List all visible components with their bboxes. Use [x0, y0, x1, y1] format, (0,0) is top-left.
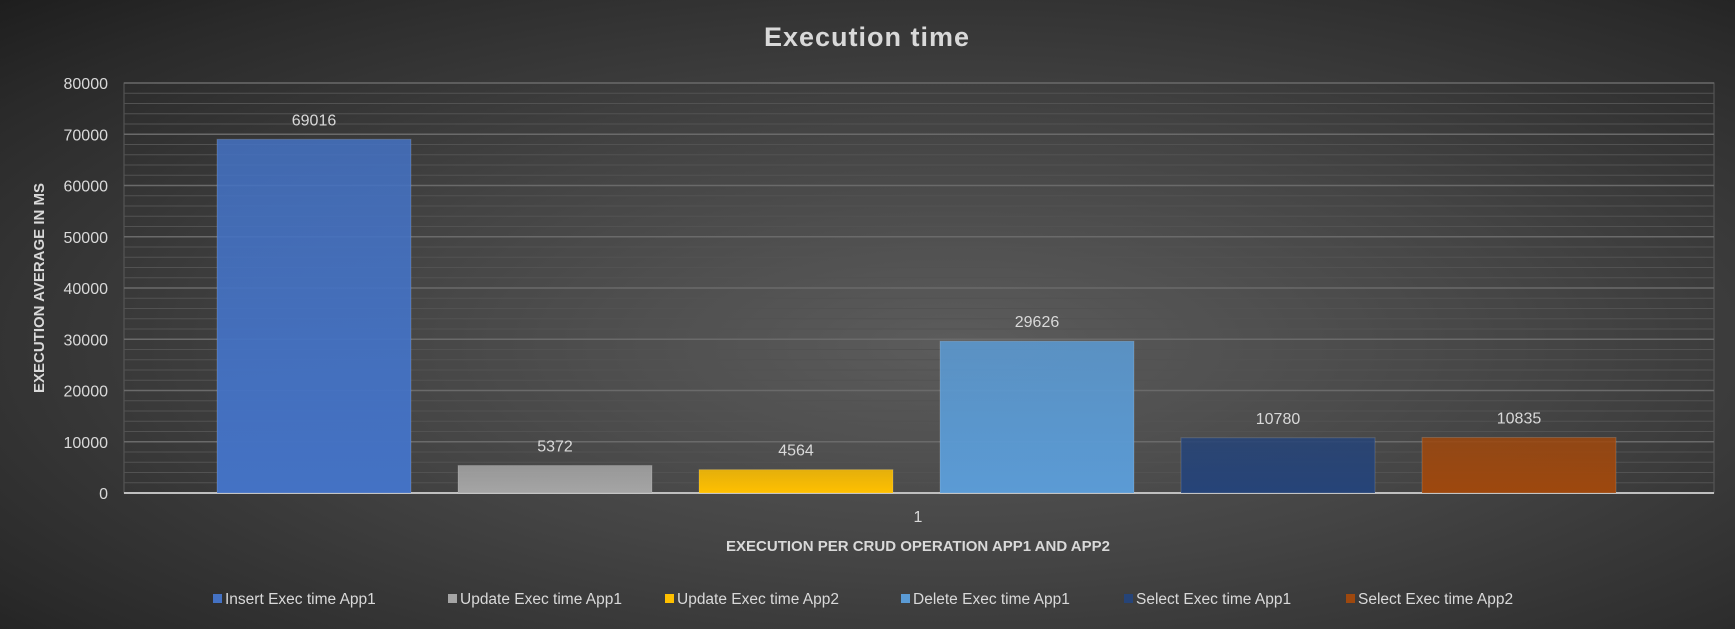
bar [1421, 436, 1617, 494]
y-tick-label: 60000 [64, 179, 109, 196]
y-tick-label: 80000 [64, 76, 109, 93]
y-tick-label: 0 [99, 486, 108, 503]
data-label: 5372 [537, 438, 573, 455]
x-tick-label: 1 [914, 509, 923, 526]
legend-swatch [448, 594, 457, 603]
bar [457, 464, 653, 494]
legend-label: Update Exec time App2 [677, 591, 839, 608]
data-label: 10780 [1256, 411, 1301, 428]
legend-item: Select Exec time App1 [1124, 591, 1291, 608]
y-tick-label: 40000 [64, 281, 109, 298]
y-tick-label: 50000 [64, 230, 109, 247]
legend-item: Insert Exec time App1 [213, 591, 376, 608]
data-label: 29626 [1015, 314, 1060, 331]
bar [1180, 437, 1376, 494]
y-axis-title: EXECUTION AVERAGE IN MS [31, 183, 48, 393]
legend-label: Update Exec time App1 [460, 591, 622, 608]
legend-label: Insert Exec time App1 [225, 591, 376, 608]
y-tick-label: 10000 [64, 435, 109, 452]
chart-title: Execution time [764, 22, 970, 52]
data-label: 4564 [778, 443, 814, 460]
legend-item: Update Exec time App2 [665, 591, 839, 608]
legend-swatch [213, 594, 222, 603]
legend-label: Select Exec time App2 [1358, 591, 1513, 608]
y-tick-label: 30000 [64, 332, 109, 349]
y-tick-label: 70000 [64, 127, 109, 144]
bar [216, 138, 412, 494]
legend-swatch [1124, 594, 1133, 603]
x-axis-title: EXECUTION PER CRUD OPERATION APP1 AND AP… [726, 538, 1110, 555]
legend-swatch [665, 594, 674, 603]
legend-swatch [901, 594, 910, 603]
data-label: 10835 [1497, 410, 1542, 427]
bar [698, 469, 894, 494]
legend-label: Delete Exec time App1 [913, 591, 1070, 608]
bar [939, 340, 1135, 494]
data-label: 69016 [292, 112, 337, 129]
y-tick-label: 20000 [64, 384, 109, 401]
legend-item: Update Exec time App1 [448, 591, 622, 608]
legend-item: Delete Exec time App1 [901, 591, 1070, 608]
legend-item: Select Exec time App2 [1346, 591, 1513, 608]
legend-label: Select Exec time App1 [1136, 591, 1291, 608]
legend-swatch [1346, 594, 1355, 603]
